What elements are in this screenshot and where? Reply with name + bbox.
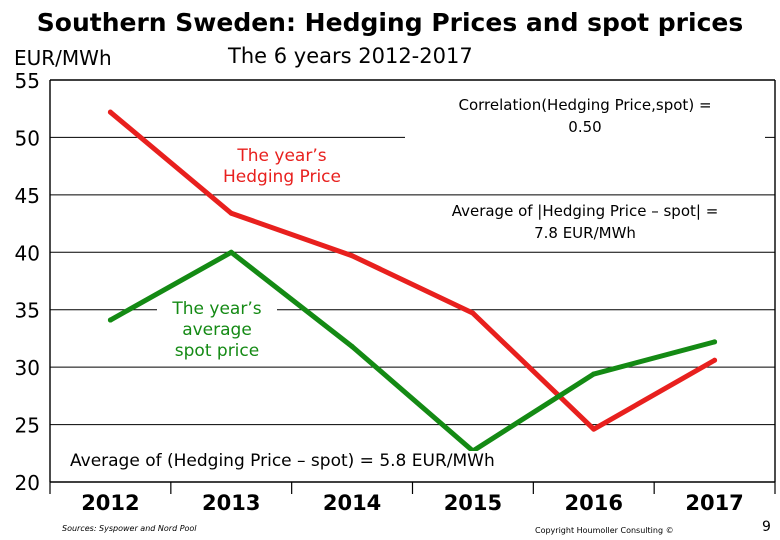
series-layer: [107, 109, 718, 454]
average-difference-note: Average of (Hedging Price – spot) = 5.8 …: [66, 451, 499, 471]
hedging-price-point-2016: [591, 426, 597, 432]
chart-subtitle: The 6 years 2012-2017: [228, 44, 473, 68]
spot-price-point-2016: [591, 371, 597, 377]
hedging-price-point-2013: [228, 210, 234, 216]
x-tick-label-2014: 2014: [323, 491, 381, 515]
abs-average-note: Average of |Hedging Price – spot| = 7.8 …: [405, 200, 765, 244]
hedging-price-point-2015: [470, 310, 476, 316]
spot-label-line1: The year’s: [172, 299, 262, 319]
x-tick-label-2016: 2016: [565, 491, 623, 515]
spot-label-line2: average: [182, 320, 252, 340]
x-tick-label-2015: 2015: [444, 491, 502, 515]
spot-price-line: [107, 249, 718, 454]
copyright-footnote: Copyright Houmoller Consulting ©: [535, 526, 674, 535]
page-number: 9: [762, 519, 771, 535]
y-tick-label-55: 55: [15, 69, 40, 93]
hedging-label-line2: Hedging Price: [223, 167, 341, 187]
hedging-label-line1: The year’s: [237, 146, 327, 166]
hedging-price-line: [107, 109, 718, 432]
spot-price-point-2017: [712, 339, 718, 345]
axis-layer: 20 25 30 35 40 45 50 55 2012 2013 2014 2015 2016 2017: [15, 69, 776, 515]
x-tick-label-2013: 2013: [202, 491, 260, 515]
correlation-note: Correlation(Hedging Price,spot) = 0.50: [405, 94, 765, 138]
y-tick-label-50: 50: [15, 126, 40, 150]
source-footnote: Sources: Syspower and Nord Pool: [62, 524, 197, 533]
abs-average-note-line1: Average of |Hedging Price – spot| =: [451, 202, 719, 220]
y-tick-label-40: 40: [15, 241, 40, 265]
y-tick-label-20: 20: [15, 471, 40, 495]
y-tick-label-45: 45: [15, 184, 40, 208]
spot-price-point-2014: [349, 343, 355, 349]
y-axis-unit-label: EUR/MWh: [14, 46, 112, 70]
chart-title: Southern Sweden: Hedging Prices and spot…: [36, 8, 744, 37]
hedging-price-point-2014: [349, 253, 355, 259]
y-tick-label-30: 30: [15, 356, 40, 380]
hedging-price-point-2017: [712, 357, 718, 363]
spot-price-point-2012: [107, 317, 113, 323]
x-tick-label-2012: 2012: [81, 491, 139, 515]
y-tick-label-35: 35: [15, 299, 40, 323]
spot-label-line3: spot price: [174, 341, 260, 361]
hedging-price-series-label: The year’s Hedging Price: [207, 146, 357, 188]
grid-layer: [50, 136, 775, 426]
spot-price-series-label: The year’s average spot price: [157, 299, 277, 362]
correlation-note-line1: Correlation(Hedging Price,spot) =: [458, 96, 712, 114]
correlation-note-value: 0.50: [568, 118, 602, 136]
abs-average-note-value: 7.8 EUR/MWh: [534, 224, 636, 242]
spot-price-point-2013: [228, 249, 234, 255]
x-tick-label-2017: 2017: [685, 491, 743, 515]
hedging-price-point-2012: [107, 109, 113, 115]
y-tick-label-25: 25: [15, 414, 40, 438]
